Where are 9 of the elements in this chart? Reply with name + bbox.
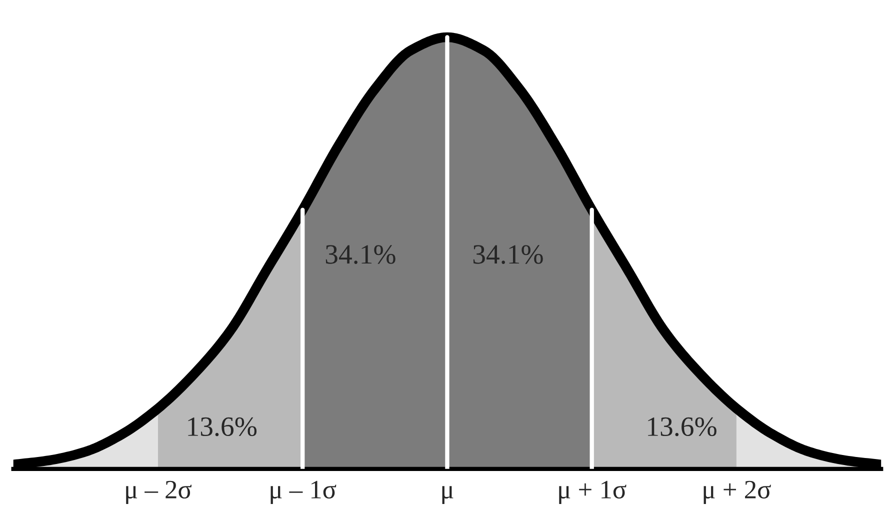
annotation: 13.6%	[648, 417, 716, 436]
x-tick-label: μ – 1σ	[270, 480, 336, 504]
annotation: 34.1%	[473, 245, 543, 264]
x-tick-label: μ + 1σ	[559, 480, 626, 504]
annotation: 34.1%	[326, 245, 396, 264]
annotation: 13.6%	[188, 417, 257, 436]
x-tick-label: μ + 2σ	[704, 480, 771, 504]
x-tick-label: μ	[442, 486, 454, 504]
x-tick-label: μ – 2σ	[126, 480, 192, 504]
